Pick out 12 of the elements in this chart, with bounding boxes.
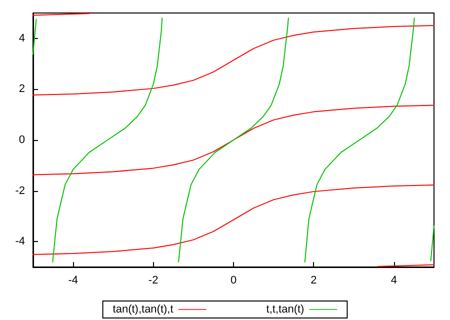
x-tick-label: 0 [230, 274, 237, 286]
y-tick-label: 2 [18, 83, 25, 96]
x-tick-label: 4 [390, 274, 397, 286]
y-tick-label: -2 [15, 184, 25, 197]
y-tick-label: 0 [18, 134, 25, 146]
legend-label: tan(t),tan(t),t [112, 304, 174, 316]
x-tick-label: -4 [68, 274, 78, 286]
x-tick-label: -2 [148, 274, 158, 286]
legend-label: t,t,tan(t) [266, 304, 304, 316]
x-tick-label: 2 [310, 274, 317, 286]
y-tick-label: -4 [15, 236, 25, 248]
y-tick-label: 4 [18, 32, 25, 44]
